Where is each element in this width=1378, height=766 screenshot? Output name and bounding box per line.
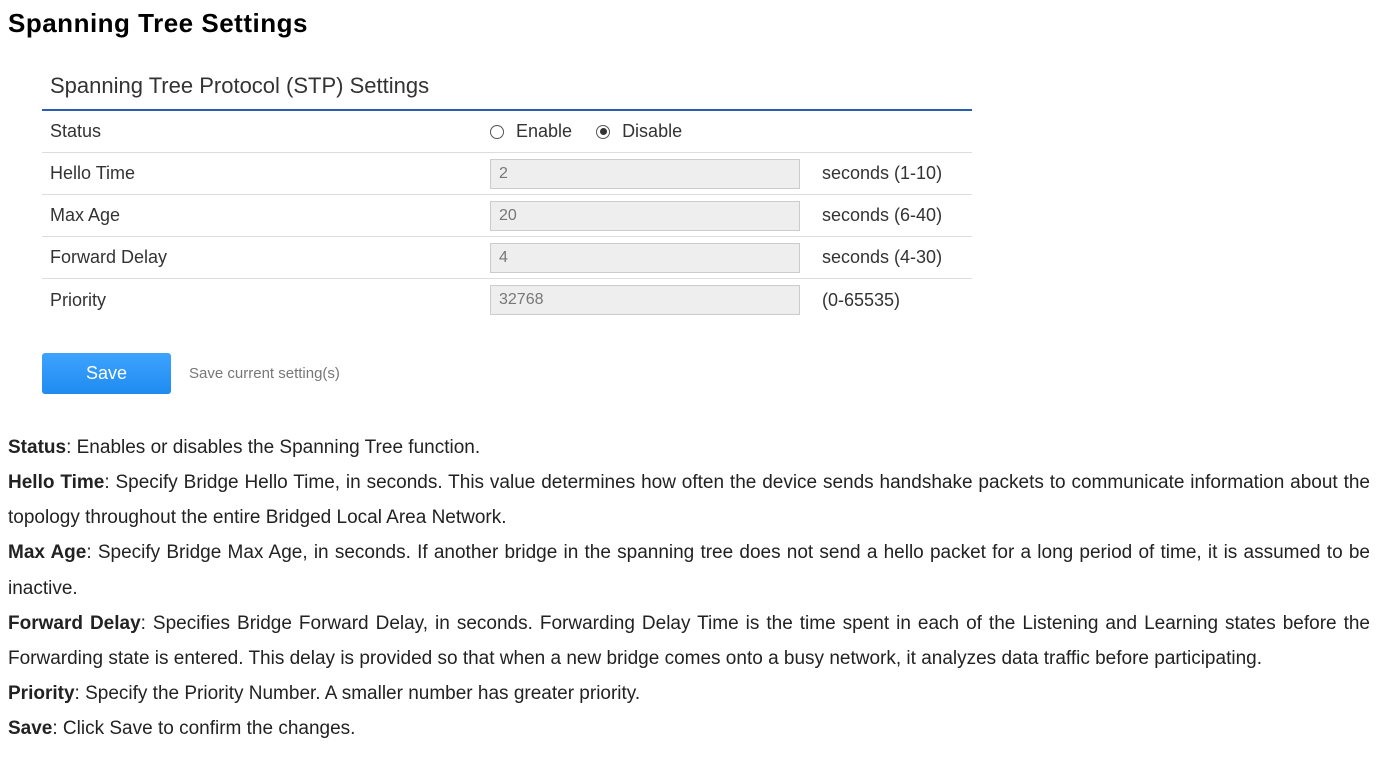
desc-status-text: : Enables or disables the Spanning Tree … xyxy=(66,437,480,458)
status-disable-radio[interactable] xyxy=(596,125,610,139)
desc-forward-delay-text: : Specifies Bridge Forward Delay, in sec… xyxy=(8,613,1370,669)
max-age-input[interactable] xyxy=(490,201,800,231)
save-hint: Save current setting(s) xyxy=(189,365,340,382)
max-age-unit: seconds (6-40) xyxy=(810,205,942,226)
forward-delay-input[interactable] xyxy=(490,243,800,273)
forward-delay-label: Forward Delay xyxy=(50,247,490,268)
descriptions: Status: Enables or disables the Spanning… xyxy=(8,430,1370,746)
forward-delay-row: Forward Delay seconds (4-30) xyxy=(42,237,972,279)
max-age-row: Max Age seconds (6-40) xyxy=(42,195,972,237)
priority-label: Priority xyxy=(50,290,490,311)
hello-time-row: Hello Time seconds (1-10) xyxy=(42,153,972,195)
page-title: Spanning Tree Settings xyxy=(8,8,1370,39)
desc-hello-time-term: Hello Time xyxy=(8,472,104,493)
status-row: Status Enable Disable xyxy=(42,111,972,153)
desc-max-age-term: Max Age xyxy=(8,542,86,563)
max-age-label: Max Age xyxy=(50,205,490,226)
status-label: Status xyxy=(50,121,490,142)
desc-forward-delay-term: Forward Delay xyxy=(8,613,141,634)
status-radios: Enable Disable xyxy=(490,121,810,142)
priority-unit: (0-65535) xyxy=(810,290,900,311)
save-button[interactable]: Save xyxy=(42,353,171,394)
desc-priority-term: Priority xyxy=(8,683,75,704)
desc-status-term: Status xyxy=(8,437,66,458)
status-enable-radio[interactable] xyxy=(490,125,504,139)
hello-time-unit: seconds (1-10) xyxy=(810,163,942,184)
priority-row: Priority (0-65535) xyxy=(42,279,972,321)
hello-time-label: Hello Time xyxy=(50,163,490,184)
desc-max-age-text: : Specify Bridge Max Age, in seconds. If… xyxy=(8,542,1370,598)
desc-hello-time-text: : Specify Bridge Hello Time, in seconds.… xyxy=(8,472,1370,528)
status-enable-label: Enable xyxy=(516,121,572,142)
hello-time-input[interactable] xyxy=(490,159,800,189)
desc-save-term: Save xyxy=(8,718,52,739)
status-disable-label: Disable xyxy=(622,121,682,142)
panel-title: Spanning Tree Protocol (STP) Settings xyxy=(42,67,972,111)
desc-save-text: : Click Save to confirm the changes. xyxy=(52,718,355,739)
priority-input[interactable] xyxy=(490,285,800,315)
desc-priority-text: : Specify the Priority Number. A smaller… xyxy=(75,683,641,704)
stp-panel: Spanning Tree Protocol (STP) Settings St… xyxy=(42,67,972,321)
save-area: Save Save current setting(s) xyxy=(42,353,1370,394)
forward-delay-unit: seconds (4-30) xyxy=(810,247,942,268)
